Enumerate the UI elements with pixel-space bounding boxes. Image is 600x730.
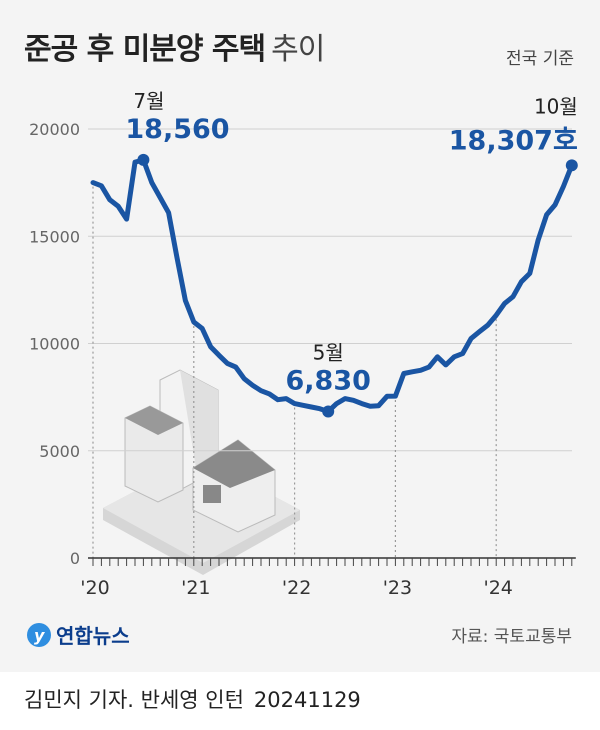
x-tick-label: '24 bbox=[483, 577, 512, 599]
chart-panel bbox=[0, 0, 600, 672]
annotation-point bbox=[565, 159, 578, 172]
annotation-month: 5월 bbox=[313, 340, 344, 364]
credit-line: 김민지 기자. 반세영 인턴 20241129 bbox=[24, 684, 371, 714]
credit-date: 20241129 bbox=[253, 688, 361, 712]
grid-lines bbox=[88, 128, 572, 558]
annotation-point bbox=[137, 153, 150, 166]
y-tick-label: 0 bbox=[70, 549, 80, 568]
x-tick-label: '22 bbox=[282, 577, 311, 599]
y-axis: 0 5000 10000 15000 20000 bbox=[29, 120, 80, 568]
annotation-value: 18,560 bbox=[125, 114, 229, 145]
y-tick-label: 5000 bbox=[39, 442, 80, 461]
x-tick-label: '20 bbox=[80, 577, 109, 599]
annotation-point bbox=[322, 405, 335, 418]
annotation-value: 18,307호 bbox=[449, 125, 578, 156]
source-label: 자료: 국토교통부 bbox=[451, 627, 572, 647]
x-tick-label: '21 bbox=[181, 577, 210, 599]
annotation-month: 7월 bbox=[133, 89, 164, 113]
svg-text:y: y bbox=[34, 626, 45, 645]
x-tick-label: '23 bbox=[383, 577, 412, 599]
annotation-month: 10월 bbox=[534, 94, 578, 118]
y-tick-label: 20000 bbox=[29, 120, 80, 139]
yonhap-logo: y 연합뉴스 bbox=[26, 620, 130, 649]
building-illustration bbox=[103, 369, 300, 575]
title-suffix: 추이 bbox=[271, 32, 325, 67]
x-axis: '20 '21 '22 '23 '24 bbox=[80, 557, 576, 599]
annotation-value: 6,830 bbox=[285, 365, 370, 396]
y-tick-label: 15000 bbox=[29, 227, 80, 246]
credit-authors: 김민지 기자. 반세영 인턴 bbox=[24, 688, 244, 712]
basis-label: 전국 기준 bbox=[506, 49, 574, 69]
logo-text: 연합뉴스 bbox=[56, 624, 130, 648]
y-tick-label: 10000 bbox=[29, 335, 80, 354]
yonhap-logo-icon: y bbox=[27, 622, 51, 647]
chart-title: 준공 후 미분양 주택 추이 bbox=[24, 24, 325, 68]
title-main: 준공 후 미분양 주택 bbox=[24, 32, 266, 67]
